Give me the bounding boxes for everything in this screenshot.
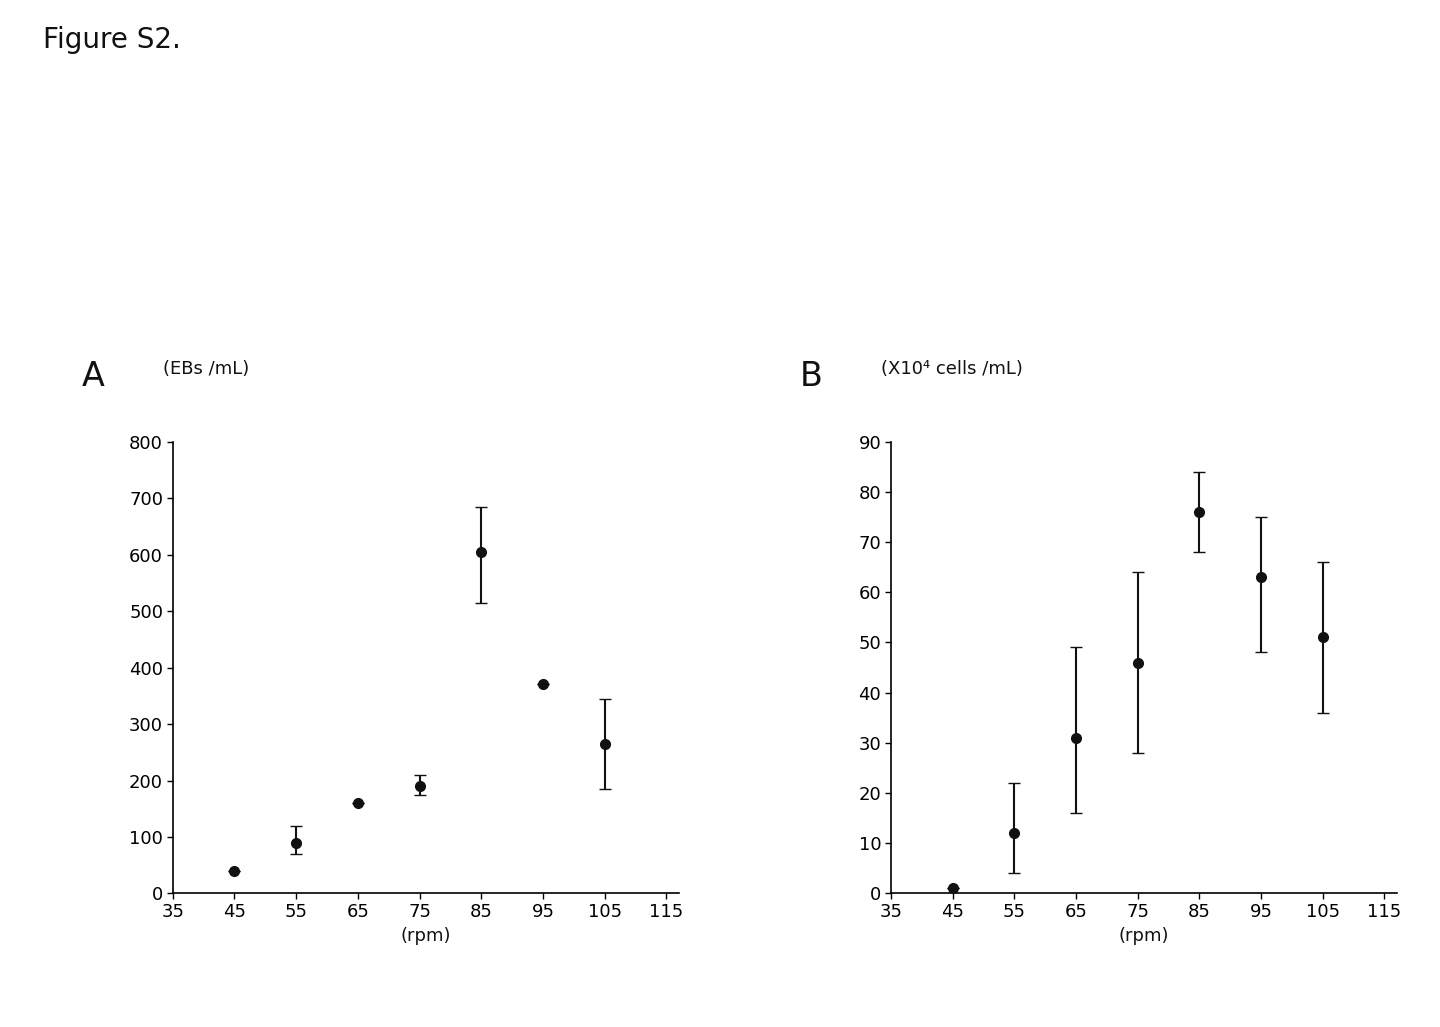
Text: (X10⁴ cells /mL): (X10⁴ cells /mL) [881, 360, 1022, 378]
Text: B: B [801, 360, 822, 393]
Text: A: A [82, 360, 105, 393]
Text: (EBs /mL): (EBs /mL) [163, 360, 249, 378]
X-axis label: (rpm): (rpm) [1119, 926, 1169, 945]
Text: Figure S2.: Figure S2. [43, 26, 181, 53]
X-axis label: (rpm): (rpm) [400, 926, 451, 945]
